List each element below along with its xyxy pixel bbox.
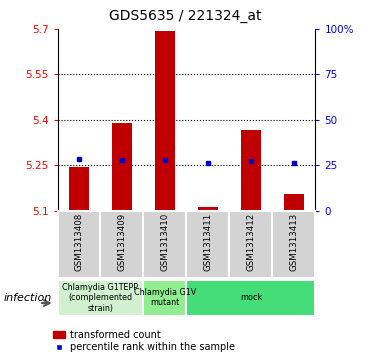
Text: infection: infection <box>4 293 52 303</box>
Bar <box>112 123 132 211</box>
Bar <box>58 211 101 278</box>
Bar <box>229 211 272 278</box>
Bar <box>155 30 175 211</box>
Bar <box>69 167 89 211</box>
Legend: transformed count, percentile rank within the sample: transformed count, percentile rank withi… <box>49 326 239 356</box>
Bar <box>144 211 186 278</box>
Text: GSM1313410: GSM1313410 <box>160 213 170 271</box>
Text: mock: mock <box>240 293 262 302</box>
Bar <box>187 211 229 278</box>
Bar <box>101 211 144 278</box>
Bar <box>58 280 144 316</box>
Text: Chlamydia G1TEPP
(complemented
strain): Chlamydia G1TEPP (complemented strain) <box>62 283 138 313</box>
Text: GSM1313411: GSM1313411 <box>203 213 213 271</box>
Text: GSM1313409: GSM1313409 <box>118 213 127 271</box>
Text: GSM1313412: GSM1313412 <box>246 213 255 271</box>
Bar <box>198 207 217 211</box>
Text: GSM1313408: GSM1313408 <box>75 213 83 271</box>
Bar <box>272 211 315 278</box>
Bar <box>187 280 315 316</box>
Text: Chlamydia G1V
mutant: Chlamydia G1V mutant <box>134 288 196 307</box>
Text: GDS5635 / 221324_at: GDS5635 / 221324_at <box>109 9 262 23</box>
Text: GSM1313413: GSM1313413 <box>289 213 298 271</box>
Bar <box>284 194 303 211</box>
Bar <box>241 130 260 211</box>
Bar <box>144 280 186 316</box>
